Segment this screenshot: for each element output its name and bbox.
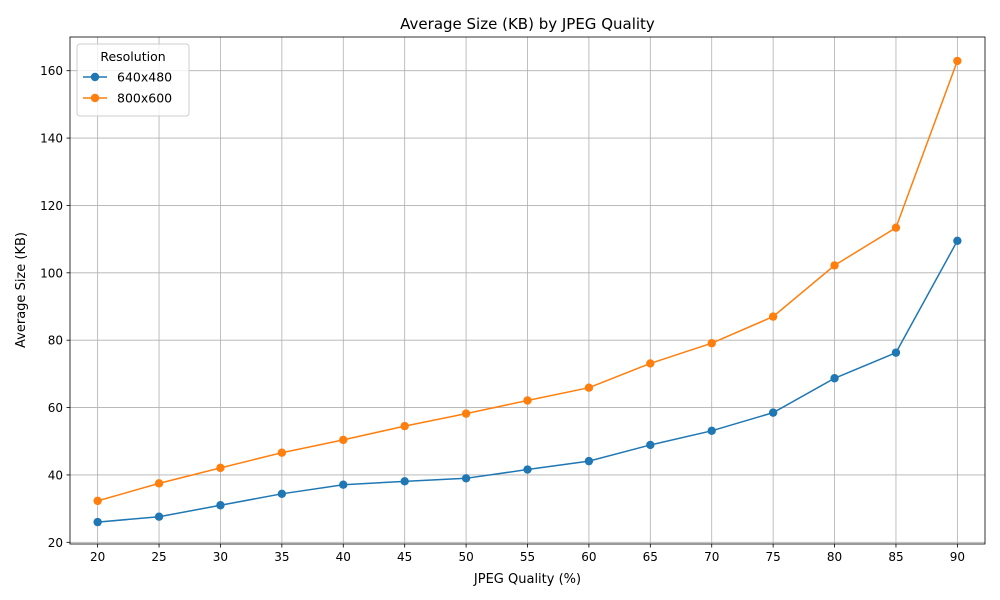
y-tick-label: 20 [48,536,63,550]
data-point [216,463,225,473]
data-point [707,426,716,436]
y-tick-label: 140 [40,132,63,146]
data-point [400,477,409,486]
y-axis-ticks: 20 40 60 80 100 120 140 160 [40,64,70,550]
data-point [707,339,716,348]
data-point [461,474,471,483]
data-point [830,374,839,383]
x-tick-label: 45 [397,550,412,564]
series-layer [93,56,962,527]
data-point [216,501,225,510]
series-800x600 [93,56,962,506]
y-tick-label: 40 [48,468,63,482]
data-point [523,465,532,474]
y-gridlines [70,70,985,543]
data-point [646,359,655,368]
data-point [400,421,409,431]
legend-label: 640x480 [117,70,172,85]
legend: Resolution 640x480 800x600 [76,43,190,117]
plot-area [69,36,986,545]
chart-title: Average Size (KB) by JPEG Quality [400,15,655,33]
y-axis-title: Average Size (KB) [14,232,29,348]
series-640x480 [93,236,962,527]
data-point [768,408,778,417]
data-point [523,396,532,405]
x-axis-title: JPEG Quality (%) [473,572,581,587]
legend-marker [90,93,100,103]
x-tick-label: 60 [581,550,596,564]
x-tick-label: 50 [458,550,473,564]
x-gridlines [97,37,958,544]
data-point [339,435,348,445]
data-point [646,440,655,450]
x-tick-label: 40 [336,550,351,564]
data-point [277,489,287,499]
data-point [339,480,348,489]
legend-entries: 640x480 800x600 [83,70,172,106]
x-tick-label: 55 [520,550,535,564]
y-tick-label: 60 [48,401,63,415]
data-point [154,512,164,521]
data-point [953,56,962,66]
x-tick-label: 80 [827,550,842,564]
x-tick-label: 35 [274,550,289,564]
data-point [830,261,839,270]
x-tick-label: 20 [90,550,105,564]
legend-label: 800x600 [117,91,172,106]
x-tick-label: 90 [950,550,965,564]
x-tick-label: 25 [151,550,166,564]
x-tick-label: 70 [704,550,719,564]
data-point [277,448,287,457]
legend-title: Resolution [100,49,165,64]
data-point [461,409,471,418]
y-tick-label: 100 [40,266,63,280]
data-point [93,517,102,527]
data-point [953,236,962,246]
x-tick-label: 30 [213,550,228,564]
data-point [891,348,901,357]
x-axis-ticks: 20 25 30 35 40 45 50 55 60 65 70 75 80 85 90 [90,544,965,564]
data-point [93,496,102,506]
y-tick-label: 160 [40,64,63,78]
data-point [154,479,164,488]
data-point [584,456,594,466]
data-point [768,312,778,321]
x-tick-label: 85 [888,550,903,564]
x-tick-label: 65 [643,550,658,564]
y-tick-label: 120 [40,199,63,213]
x-tick-label: 75 [765,550,780,564]
data-point [891,223,901,232]
y-tick-label: 80 [48,334,63,348]
data-point [584,383,594,392]
legend-marker [90,72,100,82]
